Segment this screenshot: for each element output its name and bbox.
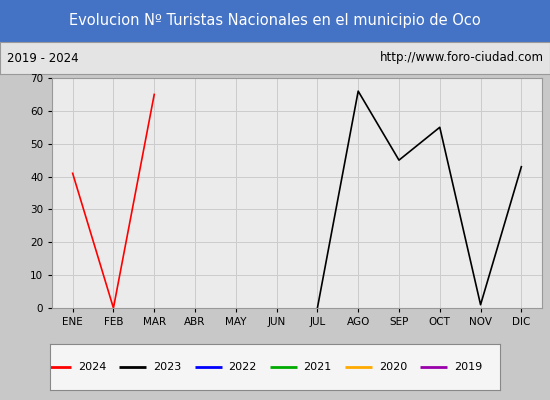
Text: 2020: 2020	[379, 362, 407, 372]
Text: 2022: 2022	[228, 362, 257, 372]
Text: 2021: 2021	[304, 362, 332, 372]
Text: 2023: 2023	[153, 362, 182, 372]
Text: 2019 - 2024: 2019 - 2024	[7, 52, 78, 64]
Text: Evolucion Nº Turistas Nacionales en el municipio de Oco: Evolucion Nº Turistas Nacionales en el m…	[69, 14, 481, 28]
Text: 2024: 2024	[78, 362, 107, 372]
Text: 2019: 2019	[454, 362, 482, 372]
Text: http://www.foro-ciudad.com: http://www.foro-ciudad.com	[379, 52, 543, 64]
